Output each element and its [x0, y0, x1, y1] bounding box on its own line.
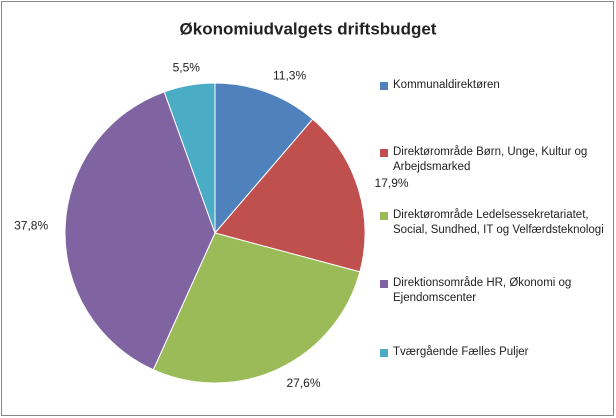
legend-item: Direktørområde Ledelsessekretariatet, So…: [380, 208, 610, 238]
legend-swatch: [380, 212, 388, 220]
pie-slice: [214, 118, 366, 273]
data-label: 5,5%: [173, 61, 201, 75]
legend-item: Direktionsområde HR, Økonomi og Ejendoms…: [380, 276, 610, 306]
legend-swatch: [380, 349, 388, 357]
data-label: 27,6%: [287, 376, 321, 390]
data-label: 37,8%: [14, 219, 48, 233]
legend-label: Tværgående Fælles Puljer: [393, 346, 529, 358]
legend-label: Direktørområde Børn, Unge, Kultur og Arb…: [393, 146, 588, 173]
legend-item: Tværgående Fælles Puljer: [380, 345, 610, 360]
legend-label: Kommunaldirektøren: [393, 79, 500, 91]
data-label: 11,3%: [273, 69, 306, 83]
pie-slice: [214, 82, 314, 235]
legend-swatch: [380, 280, 388, 288]
legend-item: Kommunaldirektøren: [380, 78, 610, 93]
legend-label: Direktionsområde HR, Økonomi og Ejendoms…: [393, 277, 572, 304]
pie-slice: [64, 91, 216, 371]
pie-slice: [163, 82, 216, 234]
chart-title: Økonomiudvalgets driftsbudget: [180, 19, 437, 38]
legend-swatch: [380, 82, 388, 90]
legend-item: Direktørområde Børn, Unge, Kultur og Arb…: [380, 145, 610, 175]
legend-label: Direktørområde Ledelsessekretariatet, So…: [393, 209, 604, 236]
pie-slice: [152, 232, 361, 384]
legend-swatch: [380, 149, 388, 157]
data-label: 17,9%: [375, 176, 409, 190]
